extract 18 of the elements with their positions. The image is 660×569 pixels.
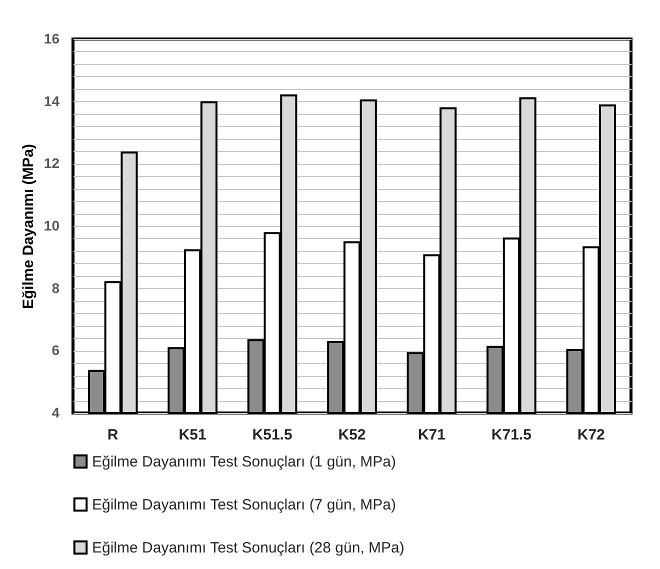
x-tick-label: K71.5 — [491, 426, 532, 444]
legend-label: Eğilme Dayanımı Test Sonuçları (1 gün, MPa) — [92, 454, 396, 470]
y-tick-label: 8 — [52, 280, 60, 296]
y-tick-label: 14 — [44, 92, 60, 109]
y-tick-label: 6 — [52, 342, 60, 358]
y-tick-label: 4 — [52, 404, 60, 420]
x-tick-label: K51.5 — [252, 426, 292, 444]
legend-label: Eğilme Dayanımı Test Sonuçları (28 gün, MPa) — [92, 540, 404, 556]
legend-label: Eğilme Dayanımı Test Sonuçları (7 gün, MPa) — [92, 496, 396, 514]
y-tick-label: 12 — [44, 155, 60, 172]
x-tick-label: K72 — [577, 426, 605, 444]
y-tick-label: 16 — [44, 30, 60, 46]
y-axis-title: Eğilme Dayanımı (MPa) — [20, 144, 37, 310]
x-tick-label: K52 — [338, 426, 366, 444]
x-tick-label: K51 — [178, 426, 206, 444]
x-tick-label: K71 — [418, 426, 446, 444]
x-tick-label: R — [107, 426, 118, 444]
y-tick-label: 10 — [44, 218, 60, 234]
